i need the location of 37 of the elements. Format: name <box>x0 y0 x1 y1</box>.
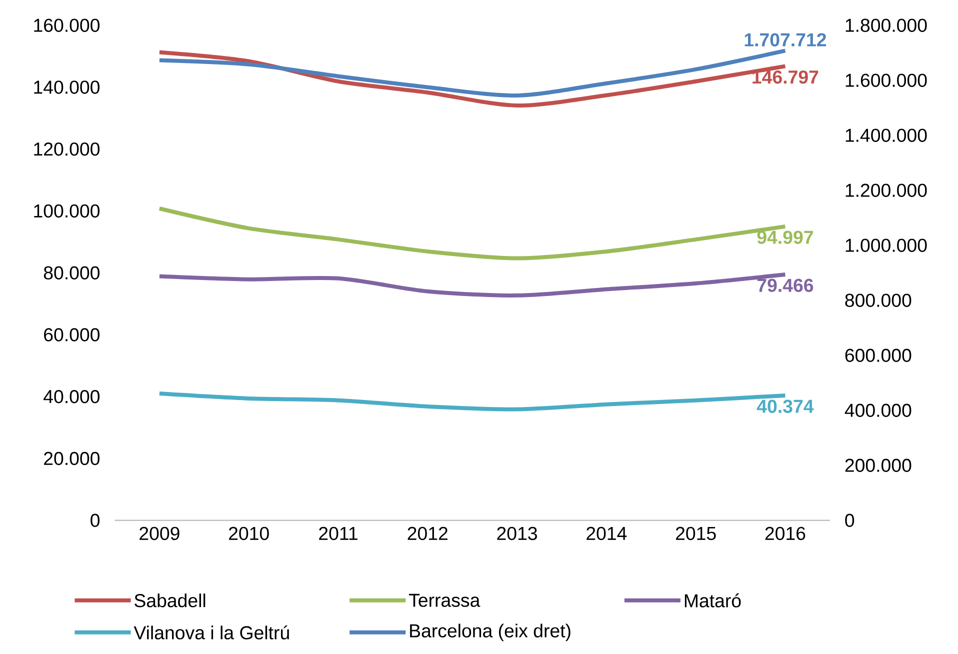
y-tick-label: 60.000 <box>44 328 100 342</box>
y2-tick-label: 1.000.000 <box>846 238 927 252</box>
y-tick-label: 120.000 <box>34 142 100 156</box>
data-label: 79.466 <box>757 278 814 292</box>
y2-tick-label: 600.000 <box>845 348 912 362</box>
data-label: 94.997 <box>757 230 813 244</box>
y2-tick-label: 0 <box>845 514 854 528</box>
data-label: 1.707.712 <box>744 33 826 47</box>
x-tick-label: 2016 <box>765 526 806 540</box>
legend-label: Vilanova i la Geltrú <box>134 626 289 640</box>
x-tick-label: 2013 <box>497 526 537 540</box>
x-tick-label: 2014 <box>586 526 627 540</box>
legend-label: Terrassa <box>408 594 480 608</box>
x-tick-label: 2010 <box>229 526 269 540</box>
y2-tick-label: 1.800.000 <box>846 18 927 32</box>
x-tick-label: 2011 <box>319 526 358 540</box>
legend-label: Mataró <box>684 594 741 608</box>
y-tick-label: 0 <box>90 514 100 528</box>
x-tick-label: 2015 <box>676 526 716 540</box>
y2-tick-label: 1.200.000 <box>846 184 927 198</box>
legend-label: Barcelona (eix dret) <box>410 624 570 642</box>
y-tick-label: 80.000 <box>44 266 100 280</box>
data-label: 146.797 <box>752 70 818 84</box>
y-tick-label: 140.000 <box>34 80 100 94</box>
x-tick-label: 2009 <box>140 526 180 540</box>
y2-tick-label: 1.400.000 <box>846 128 927 142</box>
data-label: 40.374 <box>756 400 814 414</box>
legend-label: Sabadell <box>134 594 206 608</box>
y-tick-label: 40.000 <box>44 390 100 404</box>
y2-tick-label: 1.600.000 <box>846 74 927 88</box>
y2-tick-label: 800.000 <box>845 294 912 308</box>
x-tick-label: 2012 <box>408 526 448 540</box>
y2-tick-label: 400.000 <box>844 404 912 418</box>
y-tick-label: 160.000 <box>34 18 100 32</box>
y-tick-label: 100.000 <box>34 204 100 218</box>
y-tick-label: 20.000 <box>44 452 100 466</box>
y2-tick-label: 200.000 <box>845 458 912 472</box>
